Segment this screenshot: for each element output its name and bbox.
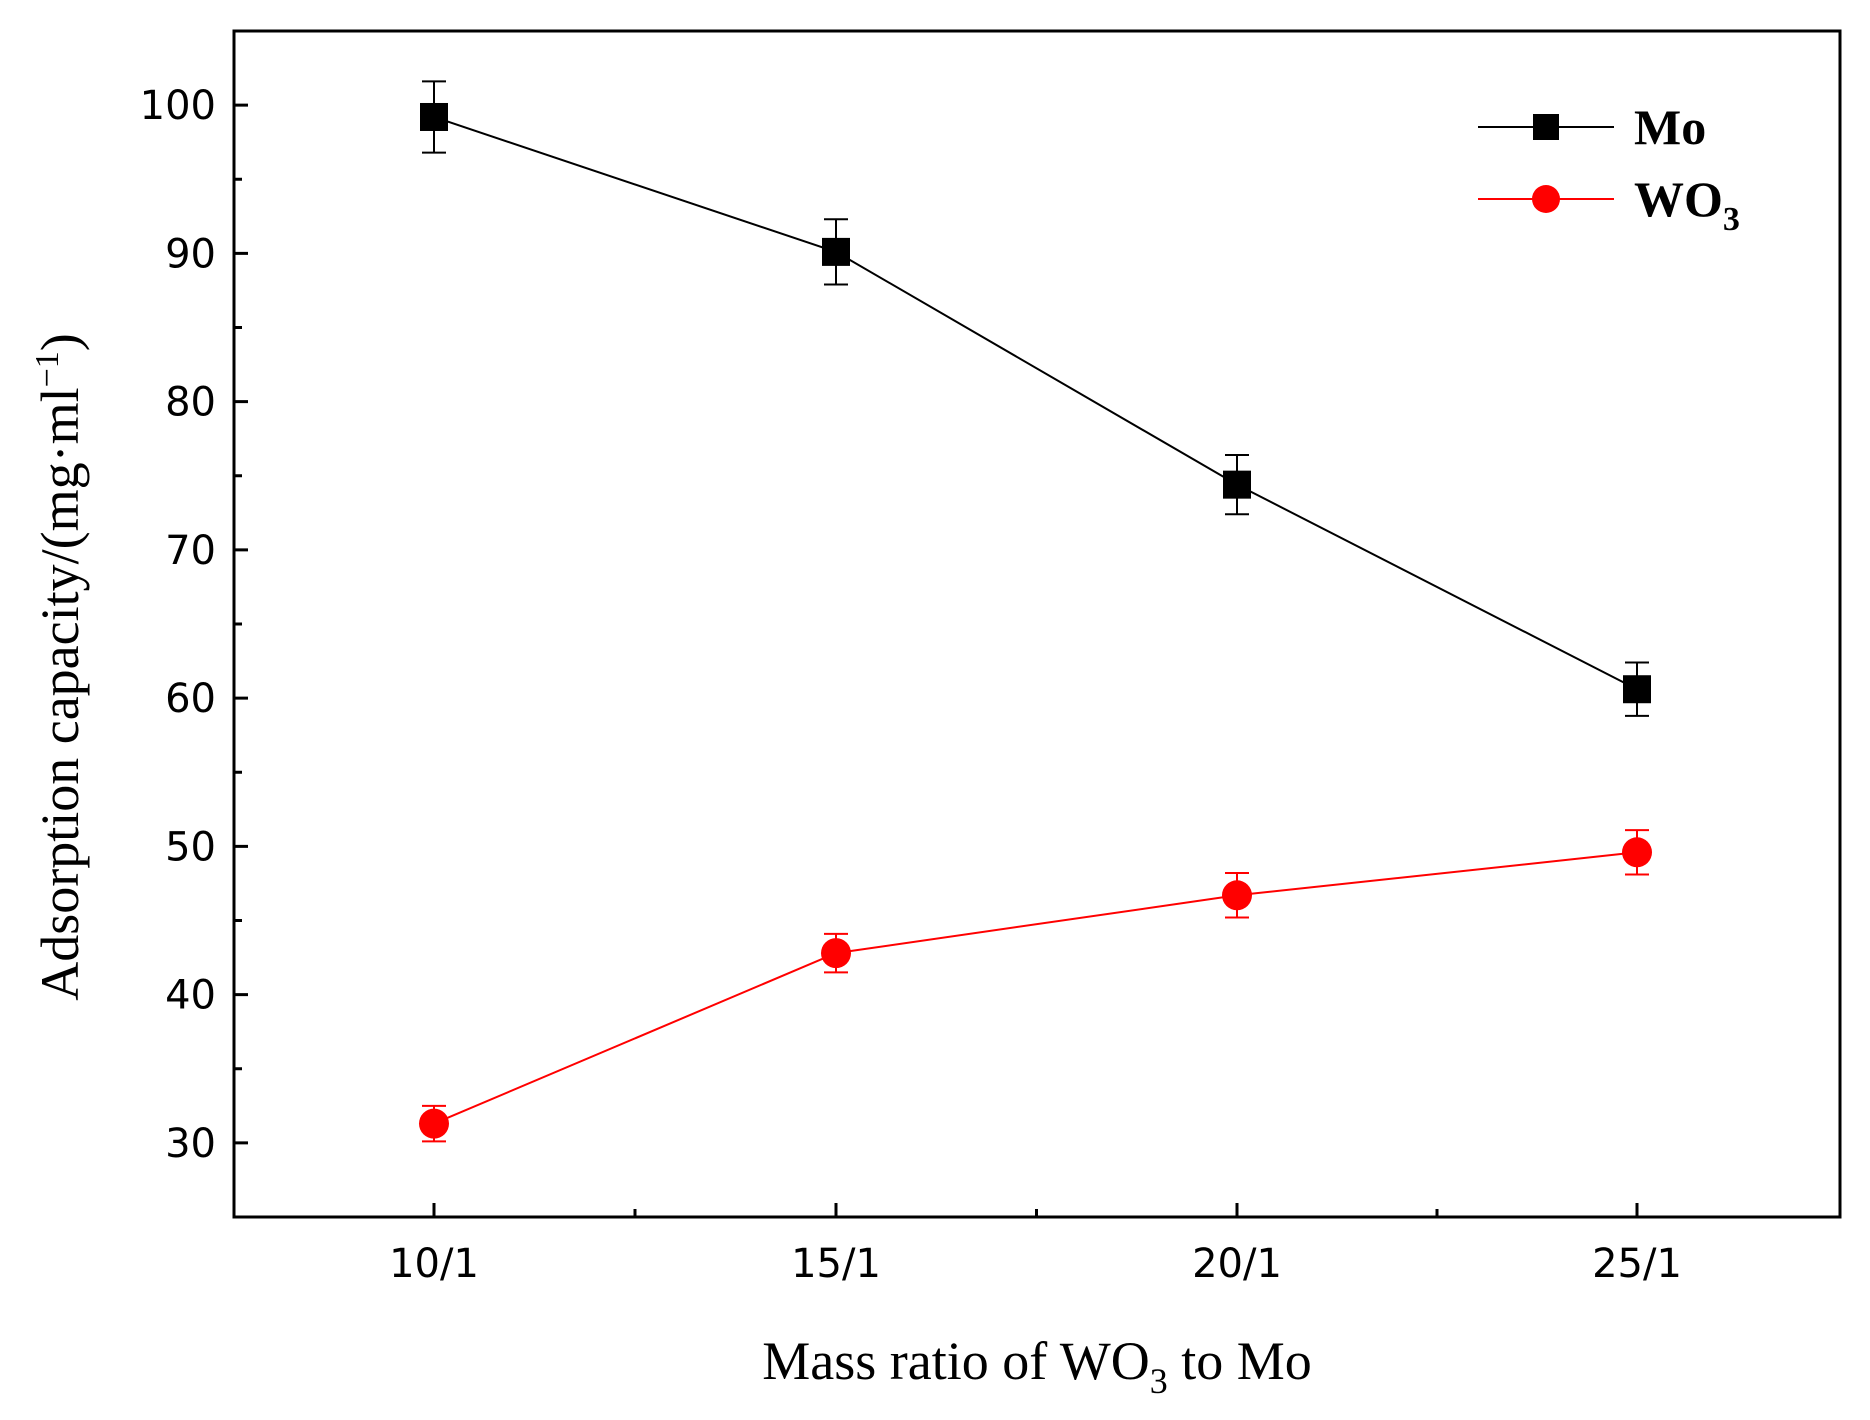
series-mo [420, 80, 1651, 717]
y-tick-label: 70 [165, 528, 216, 574]
data-point-square [822, 237, 850, 266]
x-axis: 10/1 15/1 20/1 25/1 [389, 1203, 1682, 1287]
series-layer [419, 80, 1652, 1143]
series-line [433, 116, 1638, 691]
legend-marker-circle [1532, 185, 1560, 213]
data-point-circle [419, 1108, 449, 1139]
y-tick-label: 40 [165, 973, 216, 1019]
y-axis-label-tail: ) [30, 333, 90, 351]
data-point-circle [821, 938, 851, 969]
y-tick-label: 100 [140, 83, 216, 129]
x-axis-label: Mass ratio of WO3 to Mo [762, 1331, 1311, 1401]
legend-marker-square [1533, 114, 1559, 140]
y-tick-label: 80 [165, 380, 216, 426]
legend-item: Mo [1478, 99, 1706, 155]
legend-label: WO3 [1634, 171, 1740, 238]
legend-label-main: WO [1634, 171, 1723, 227]
series-line [433, 851, 1638, 1125]
x-tick-label: 20/1 [1192, 1241, 1282, 1287]
y-tick-label: 60 [165, 676, 216, 722]
x-tick-label: 15/1 [791, 1241, 881, 1287]
y-axis-label-superscript: −1 [29, 351, 66, 387]
y-tick-label: 90 [165, 231, 216, 277]
plot-frame [232, 29, 1842, 1219]
data-point-square [420, 102, 448, 131]
x-axis-label-tail: to Mo [1168, 1331, 1312, 1391]
legend-item: WO3 [1478, 171, 1740, 238]
data-point-circle [1622, 837, 1652, 868]
y-axis-label-main: Adsorption capacity/(mg·ml [30, 387, 90, 1000]
series-wo3 [419, 829, 1652, 1143]
legend: Mo WO3 [1478, 99, 1740, 238]
x-axis-label-subscript: 3 [1150, 1361, 1168, 1401]
y-tick-label: 50 [165, 824, 216, 870]
y-axis-label: Adsorption capacity/(mg·ml−1) [29, 333, 90, 1001]
y-tick-label: 30 [165, 1121, 216, 1167]
x-tick-label: 25/1 [1592, 1241, 1682, 1287]
data-point-circle [1222, 880, 1252, 911]
y-axis: 30 40 50 60 70 80 90 100 [140, 83, 248, 1167]
data-point-square [1623, 675, 1651, 704]
legend-label: Mo [1634, 99, 1706, 155]
x-axis-label-main: Mass ratio of WO [762, 1331, 1149, 1391]
legend-label-subscript: 3 [1723, 201, 1740, 238]
legend-label-main: Mo [1634, 99, 1706, 155]
data-point-square [1223, 470, 1251, 499]
x-tick-label: 10/1 [389, 1241, 479, 1287]
